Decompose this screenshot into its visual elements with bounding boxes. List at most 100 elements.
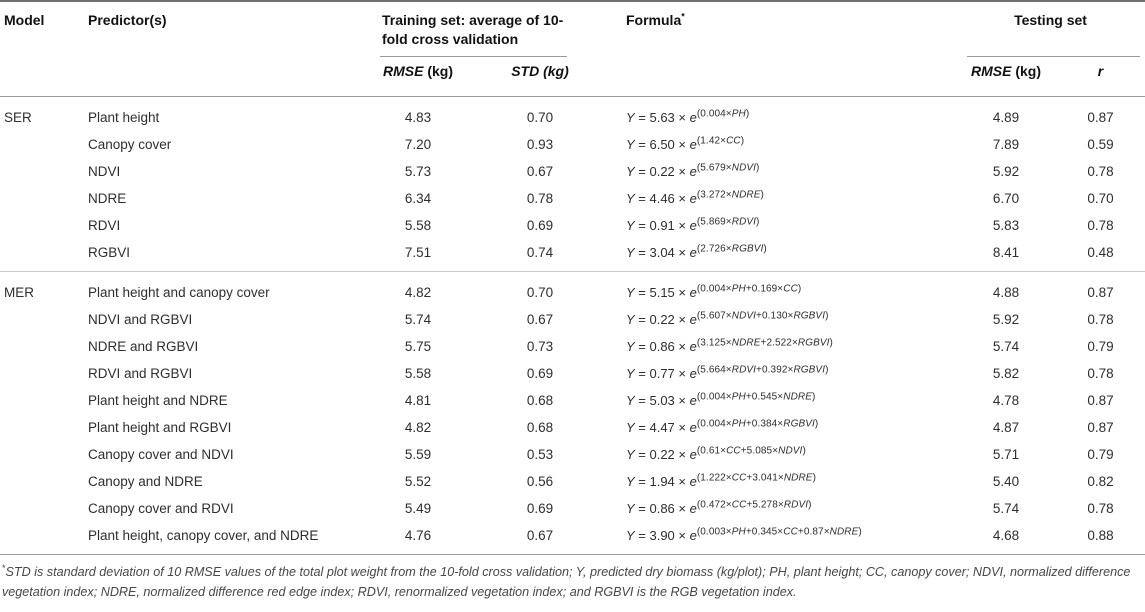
test-rmse-cell: 5.92 [992,164,1020,179]
predictor-cell: Plant height and canopy cover [88,285,270,300]
predictor-cell: NDRE [88,191,127,206]
training-group-label: Training set: average of 10-fold cross v… [382,12,564,47]
formula-cell: Y = 3.90 × e(0.003×PH+0.345×CC+0.87×NDRE… [626,526,862,543]
predictor-cell: Canopy and NDRE [88,474,203,489]
predictor-cell: Plant height and RGBVI [88,420,232,435]
test-rmse-cell: 4.87 [992,420,1020,435]
r-cell: 0.87 [1087,393,1114,408]
test-rmse-cell: 5.71 [992,447,1020,462]
formula-cell: Y = 5.63 × e(0.004×PH) [626,108,750,125]
test-rmse-cell: 5.92 [992,312,1020,327]
header-group-row: Model Predictor(s) Training set: average… [0,11,1145,49]
train-std-cell: 0.56 [526,474,554,489]
train-rmse-cell: 4.82 [404,420,432,435]
table-row: NDVI and RGBVI 5.74 0.67 Y = 0.22 × e(5.607… [0,306,1145,333]
col-header-formula: Formula* [614,11,956,30]
table-row: Canopy cover and NDVI 5.59 0.53 Y = 0.22 × … [0,441,1145,468]
formula-cell: Y = 0.86 × e(0.472×CC+5.278×RDVI) [626,499,812,516]
footnote-marker: * [2,562,6,573]
table-row: MER Plant height and canopy cover 4.82 0.70… [0,279,1145,306]
model-cell: MER [4,285,34,300]
test-rmse-cell: 5.82 [992,366,1020,381]
formula-cell: Y = 1.94 × e(1.222×CC+3.041×NDRE) [626,472,816,489]
train-rmse-cell: 7.51 [404,245,432,260]
col-header-train-rmse: RMSE (kg) [382,63,453,79]
train-rmse-cell: 5.58 [404,366,432,381]
formula-footnote-marker: * [681,11,685,22]
testing-group-rule [967,56,1140,57]
test-rmse-cell: 5.40 [992,474,1020,489]
r-cell: 0.78 [1087,312,1114,327]
test-rmse-cell: 8.41 [992,245,1020,260]
train-std-cell: 0.67 [526,164,554,179]
r-cell: 0.88 [1087,528,1114,543]
predictor-cell: RGBVI [88,245,131,260]
train-std-cell: 0.73 [526,339,554,354]
predictor-cell: Plant height and NDRE [88,393,228,408]
table-header: Model Predictor(s) Training set: average… [0,0,1145,97]
predictor-cell: RDVI [88,218,121,233]
r-cell: 0.48 [1087,245,1114,260]
table-row: Canopy cover 7.20 0.93 Y = 6.50 × e(1.42×CC… [0,131,1145,158]
col-header-r: r [1097,63,1104,79]
train-std-cell: 0.93 [526,137,554,152]
formula-cell: Y = 0.86 × e(3.125×NDRE+2.522×RGBVI) [626,337,833,354]
predictor-cell: NDVI [88,164,121,179]
results-table: Model Predictor(s) Training set: average… [0,0,1145,555]
train-std-cell: 0.53 [526,447,554,462]
train-rmse-cell: 6.34 [404,191,432,206]
train-rmse-cell: 4.83 [404,110,432,125]
col-group-training-set: Training set: average of 10-fold cross v… [370,11,614,49]
r-cell: 0.78 [1087,164,1114,179]
col-group-testing-set: Testing set [1014,12,1087,28]
formula-cell: Y = 0.22 × e(0.61×CC+5.085×NDVI) [626,445,806,462]
train-rmse-cell: 5.58 [404,218,432,233]
train-rmse-cell: 4.76 [404,528,432,543]
table-row: NDVI 5.73 0.67 Y = 0.22 × e(5.679×NDVI) 5.92… [0,158,1145,185]
predictor-cell: Canopy cover [88,137,172,152]
train-std-cell: 0.67 [526,312,554,327]
train-std-cell: 0.70 [526,110,554,125]
train-std-cell: 0.70 [526,285,554,300]
formula-cell: Y = 5.03 × e(0.004×PH+0.545×NDRE) [626,391,816,408]
predictor-cell: Canopy cover and NDVI [88,447,234,462]
predictor-cell: Canopy cover and RDVI [88,501,234,516]
table-section: MER Plant height and canopy cover 4.82 0.70… [0,271,1145,554]
table-row: RDVI and RGBVI 5.58 0.69 Y = 0.77 × e(5.664… [0,360,1145,387]
test-rmse-cell: 4.89 [992,110,1020,125]
test-rmse-cell: 5.74 [992,339,1020,354]
training-group-rule [380,56,567,57]
header-subrule-row [0,49,1145,63]
table-row: RGBVI 7.51 0.74 Y = 3.04 × e(2.726×RGBVI) 8.… [0,239,1145,266]
model-cell: SER [4,110,32,125]
table-row: Plant height, canopy cover, and NDRE 4.76… [0,522,1145,549]
table-row: Canopy and NDRE 5.52 0.56 Y = 1.94 × e(1.22… [0,468,1145,495]
table-row: Plant height and RGBVI 4.82 0.68 Y = 4.47 ×… [0,414,1145,441]
formula-cell: Y = 5.15 × e(0.004×PH+0.169×CC) [626,283,802,300]
r-cell: 0.82 [1087,474,1114,489]
r-cell: 0.70 [1087,191,1114,206]
r-cell: 0.59 [1087,137,1114,152]
r-cell: 0.78 [1087,218,1114,233]
r-cell: 0.78 [1087,501,1114,516]
train-rmse-cell: 5.75 [404,339,432,354]
col-header-predictors: Predictor(s) [88,12,167,28]
train-rmse-cell: 5.74 [404,312,432,327]
test-rmse-cell: 4.68 [992,528,1020,543]
header-subhead-row: RMSE (kg) STD (kg) RMSE (kg) r [0,63,1145,96]
train-std-cell: 0.67 [526,528,554,543]
col-header-model: Model [4,12,45,28]
table-row: SER Plant height 4.83 0.70 Y = 5.63 × e(0.00… [0,104,1145,131]
test-rmse-cell: 7.89 [992,137,1020,152]
predictor-cell: NDRE and RGBVI [88,339,199,354]
train-rmse-cell: 5.73 [404,164,432,179]
predictor-cell: Plant height, canopy cover, and NDRE [88,528,319,543]
train-rmse-cell: 5.52 [404,474,432,489]
train-std-cell: 0.78 [526,191,554,206]
table-row: Plant height and NDRE 4.81 0.68 Y = 5.03 × … [0,387,1145,414]
formula-cell: Y = 3.04 × e(2.726×RGBVI) [626,243,767,260]
train-rmse-cell: 4.82 [404,285,432,300]
formula-label: Formula [626,12,682,28]
table-body: SER Plant height 4.83 0.70 Y = 5.63 × e(0.00… [0,97,1145,555]
